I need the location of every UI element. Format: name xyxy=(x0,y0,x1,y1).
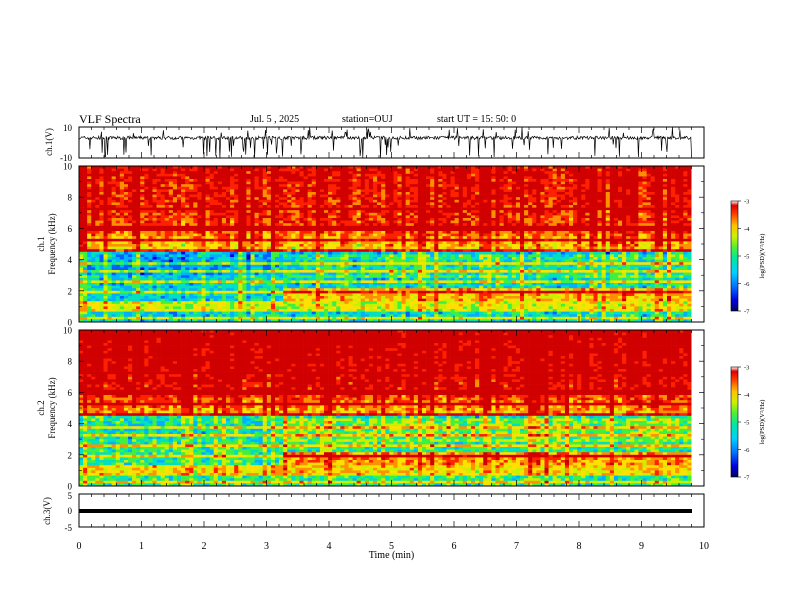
y-tick-label: 0 xyxy=(68,506,73,516)
colorbar-tick-label: -5 xyxy=(744,420,749,427)
y-axis-label: ch.2 xyxy=(36,400,46,415)
y-tick-label: 4 xyxy=(68,419,73,429)
y-tick-label: 2 xyxy=(68,286,73,296)
y-axis-label: ch.3(V) xyxy=(42,497,52,525)
x-tick-label: 1 xyxy=(139,541,144,552)
y-tick-label: 4 xyxy=(68,255,73,265)
x-tick-label: 2 xyxy=(202,541,207,552)
y-tick-label: -5 xyxy=(65,523,73,533)
y-tick-label: -10 xyxy=(60,153,72,163)
ch3-trace xyxy=(79,509,692,513)
x-tick-label: 9 xyxy=(639,541,644,552)
start-time-label: start UT = 15: 50: 0 xyxy=(437,114,517,125)
x-tick-label: 8 xyxy=(577,541,582,552)
y-tick-label: 2 xyxy=(68,450,73,460)
colorbar-tick-label: -4 xyxy=(744,226,750,233)
ch1-trace-line xyxy=(78,127,692,158)
x-tick-label: 10 xyxy=(699,541,709,552)
colorbar-tick-label: -4 xyxy=(744,392,750,399)
y-tick-label: 8 xyxy=(68,357,73,367)
y-tick-label: 10 xyxy=(63,162,73,172)
ch2-colorbar xyxy=(730,366,739,478)
colorbar-tick-label: -6 xyxy=(744,447,750,454)
date-label: Jul. 5 , 2025 xyxy=(250,114,300,125)
y-axis-label: ch.1 xyxy=(36,236,46,251)
x-tick-label: 5 xyxy=(389,541,394,552)
colorbar-label: log(PSD)(V²/Hz) xyxy=(759,234,766,279)
x-tick-label: 3 xyxy=(264,541,269,552)
figure-title: VLF Spectra xyxy=(79,112,141,126)
y-tick-label: 5 xyxy=(68,491,73,501)
colorbar-tick-label: -6 xyxy=(744,281,750,288)
x-tick-label: 0 xyxy=(77,541,82,552)
ch2-spectrogram-panel xyxy=(78,329,705,487)
y-axis-label: Frequency (kHz) xyxy=(47,213,57,274)
x-tick-label: 7 xyxy=(514,541,519,552)
station-label: station=OUJ xyxy=(342,114,393,125)
y-tick-label: 0 xyxy=(68,318,73,328)
y-axis-label: ch.1(V) xyxy=(44,128,54,156)
axis-ticks xyxy=(78,127,705,527)
colorbar-tick-label: -7 xyxy=(744,309,750,316)
y-tick-label: 6 xyxy=(68,224,73,234)
y-tick-label: 10 xyxy=(63,326,73,336)
ch1-colorbar xyxy=(730,200,739,312)
ch1-spectrogram-panel xyxy=(78,165,705,323)
colorbar-tick-label: -3 xyxy=(744,199,749,206)
y-axis-label: Frequency (kHz) xyxy=(47,377,57,438)
x-tick-label: 6 xyxy=(452,541,457,552)
ch1-trace xyxy=(78,127,692,158)
y-tick-label: 10 xyxy=(63,123,73,133)
colorbar-tick-label: -5 xyxy=(744,254,749,261)
x-axis-label: Time (min) xyxy=(369,550,414,561)
x-tick-label: 4 xyxy=(327,541,332,552)
colorbar-tick-label: -7 xyxy=(744,475,750,482)
colorbar-label: log(PSD)(V²/Hz) xyxy=(759,400,766,445)
y-tick-label: 0 xyxy=(68,482,73,492)
y-tick-label: 6 xyxy=(68,388,73,398)
colorbar-tick-label: -3 xyxy=(744,365,749,372)
y-tick-label: 8 xyxy=(68,193,73,203)
